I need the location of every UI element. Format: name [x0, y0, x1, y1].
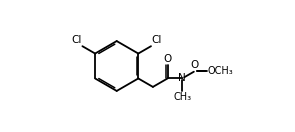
- Text: O: O: [191, 60, 199, 70]
- Text: Cl: Cl: [71, 36, 82, 45]
- Text: N: N: [178, 74, 186, 83]
- Text: OCH₃: OCH₃: [207, 66, 233, 76]
- Text: CH₃: CH₃: [173, 92, 191, 102]
- Text: Cl: Cl: [152, 36, 162, 45]
- Text: O: O: [163, 54, 172, 64]
